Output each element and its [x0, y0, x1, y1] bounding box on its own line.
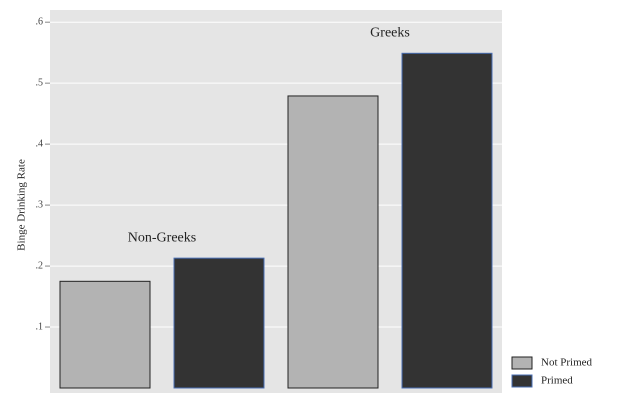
y-tick-label: .1: [36, 321, 44, 332]
bar: [59, 280, 151, 389]
y-axis-label: Binge Drinking Rate: [16, 159, 28, 251]
bar: [401, 52, 493, 389]
legend-swatch: [511, 374, 533, 388]
category-label: Non-Greeks: [128, 230, 196, 245]
y-tick-label: .6: [36, 16, 44, 27]
bar: [287, 95, 379, 389]
y-tick-label: .3: [36, 199, 44, 210]
legend-label: Not Primed: [541, 357, 593, 369]
legend-swatch: [511, 356, 533, 370]
legend-label: Primed: [541, 375, 573, 387]
category-label: Greeks: [370, 26, 410, 41]
y-tick-label: .4: [36, 138, 44, 149]
y-tick-label: .2: [36, 260, 44, 271]
y-tick-label: .5: [36, 77, 44, 88]
bar: [173, 257, 265, 389]
